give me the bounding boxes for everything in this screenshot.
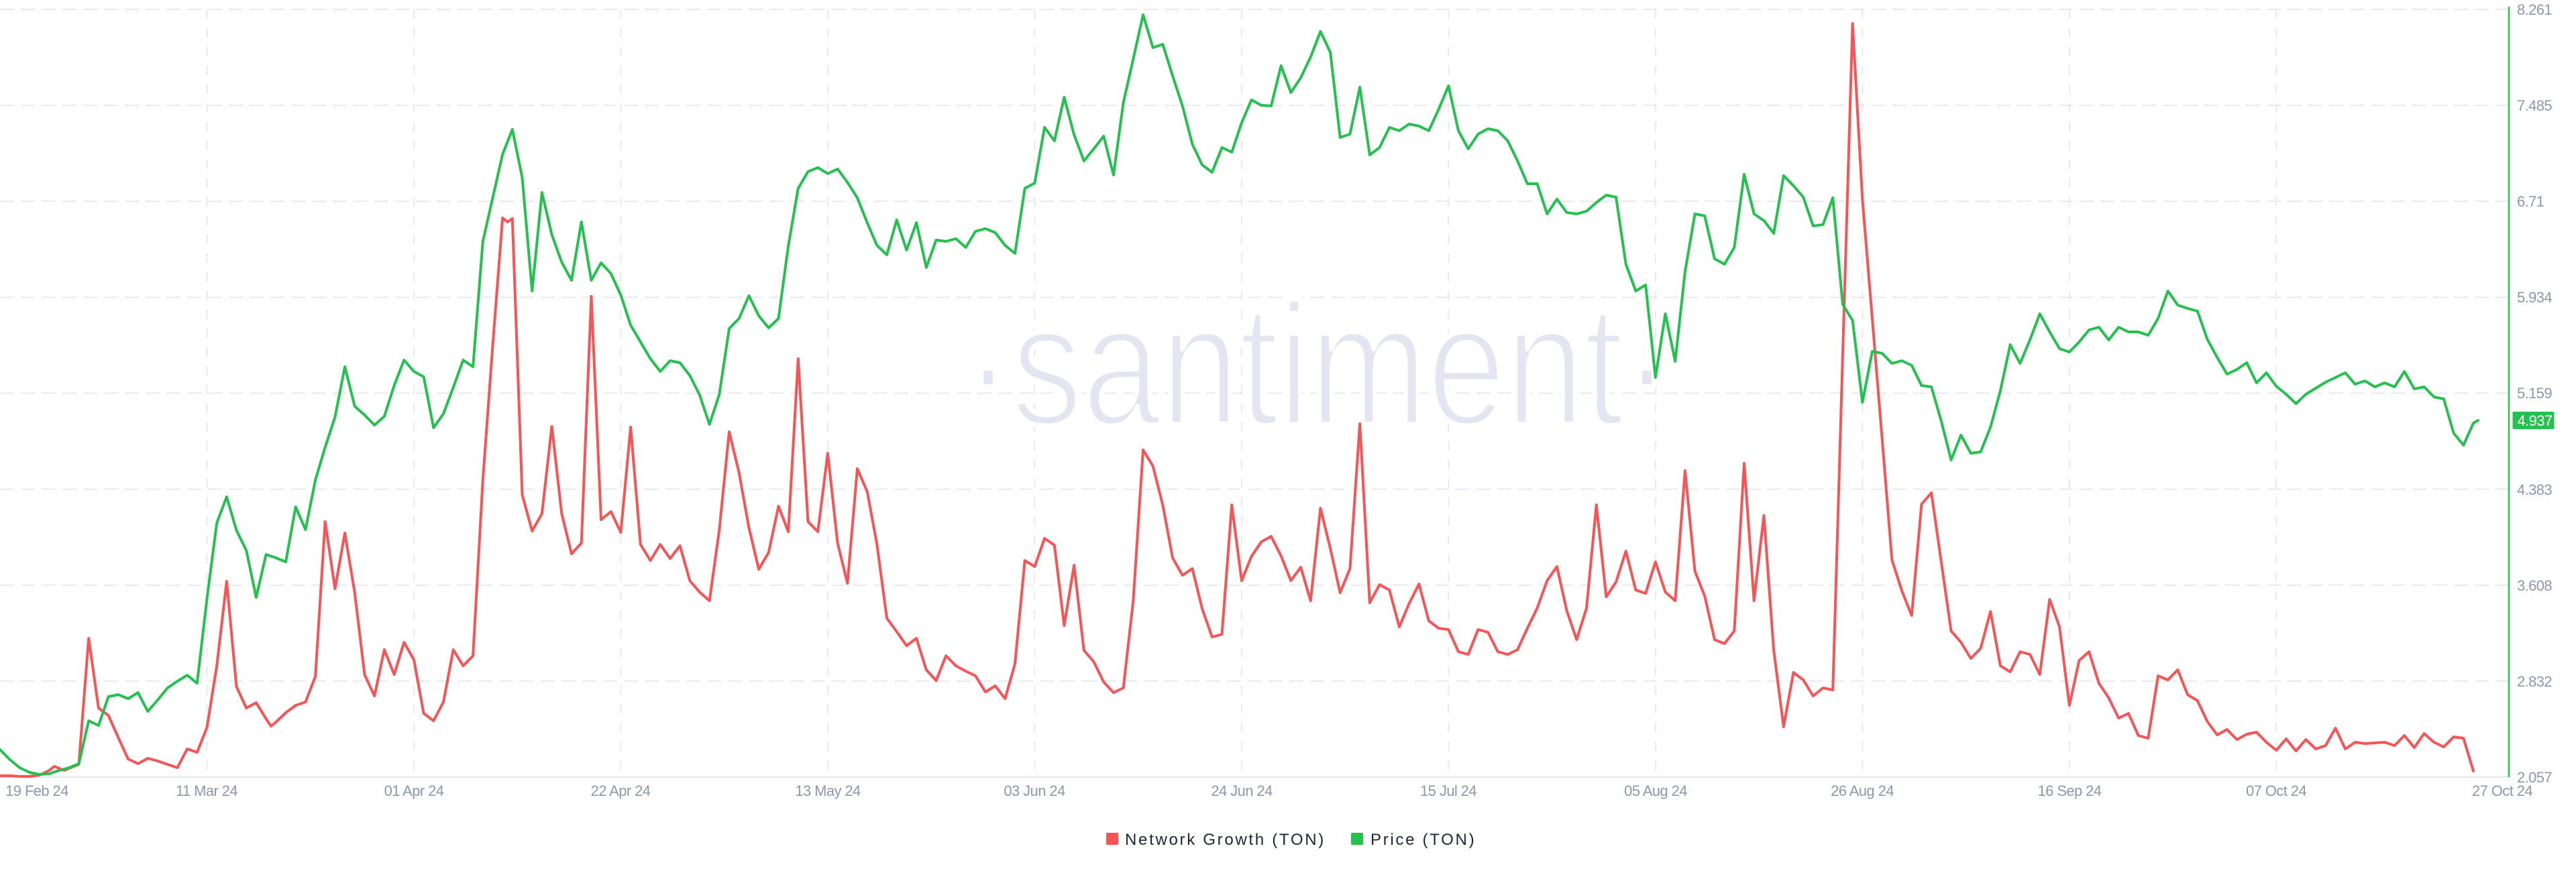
svg-text:27 Oct 24: 27 Oct 24 [2472,782,2532,799]
svg-text:4.937: 4.937 [2518,412,2553,429]
svg-text:24 Jun 24: 24 Jun 24 [1211,782,1273,799]
svg-text:2.832: 2.832 [2517,673,2552,690]
svg-text:6.71: 6.71 [2517,193,2544,210]
svg-text:07 Oct 24: 07 Oct 24 [2246,782,2306,799]
svg-text:13 May 24: 13 May 24 [795,782,861,799]
svg-text:11 Mar 24: 11 Mar 24 [176,782,237,799]
svg-text:3.608: 3.608 [2517,577,2552,594]
svg-text:8.261: 8.261 [2517,1,2552,18]
svg-text:4.383: 4.383 [2517,481,2552,498]
svg-text:7.485: 7.485 [2517,97,2552,114]
svg-text:22 Apr 24: 22 Apr 24 [591,782,651,799]
svg-text:19 Feb 24: 19 Feb 24 [5,782,68,799]
svg-text:26 Aug 24: 26 Aug 24 [1831,782,1894,799]
svg-text:Price (TON): Price (TON) [1371,831,1476,849]
svg-text:·santiment·: ·santiment· [965,268,1670,461]
svg-text:03 Jun 24: 03 Jun 24 [1004,782,1065,799]
svg-text:5.934: 5.934 [2517,289,2552,306]
svg-text:2.057: 2.057 [2517,769,2552,786]
svg-text:05 Aug 24: 05 Aug 24 [1624,782,1687,799]
svg-text:16 Sep 24: 16 Sep 24 [2038,782,2102,799]
svg-text:15 Jul 24: 15 Jul 24 [1420,782,1477,799]
svg-text:01 Apr 24: 01 Apr 24 [384,782,444,799]
svg-text:5.159: 5.159 [2517,385,2552,402]
svg-text:Network Growth (TON): Network Growth (TON) [1125,831,1326,849]
